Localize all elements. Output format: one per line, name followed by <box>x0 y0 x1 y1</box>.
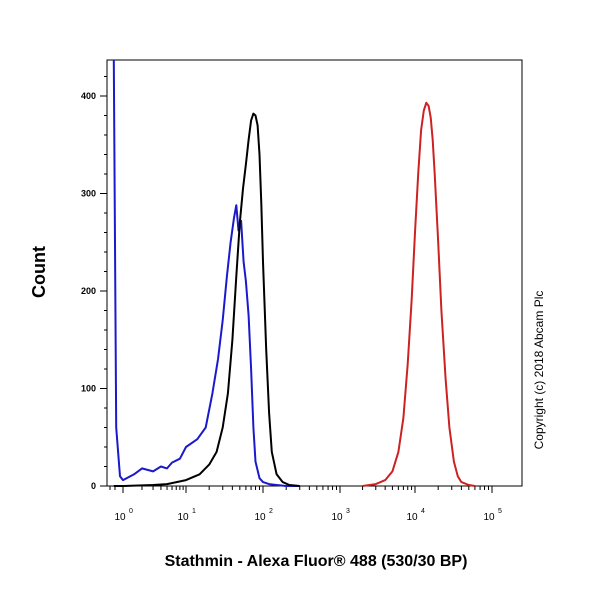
x-tick-label: 10 <box>331 512 343 523</box>
series-line-0 <box>112 59 300 487</box>
x-tick-exponent: 2 <box>269 508 273 515</box>
plot-frame <box>106 59 523 487</box>
x-tick-label: 10 <box>483 512 495 523</box>
y-tick-label: 200 <box>81 286 96 296</box>
x-tick-exponent: 4 <box>421 508 425 515</box>
copyright-notice: Copyright (c) 2018 Abcam Plc <box>532 291 546 450</box>
x-axis-label: Stathmin - Alexa Fluor® 488 (530/30 BP) <box>165 553 468 570</box>
x-tick-label: 10 <box>177 512 189 523</box>
plot-border <box>106 59 523 487</box>
x-tick-label: 10 <box>254 512 266 523</box>
x-tick-label: 10 <box>114 512 126 523</box>
x-tick-exponent: 1 <box>192 508 196 515</box>
series-line-1 <box>113 112 300 487</box>
y-tick-label: 0 <box>91 481 96 491</box>
x-tick-exponent: 5 <box>498 508 502 515</box>
y-tick-label: 300 <box>81 189 96 199</box>
x-tick-label: 10 <box>406 512 418 523</box>
x-tick-exponent: 0 <box>129 508 133 515</box>
series-lines <box>112 59 476 487</box>
y-axis: 0 100 200 300 400 <box>81 76 107 491</box>
x-tick-exponent: 3 <box>346 508 350 515</box>
y-tick-label: 400 <box>81 91 96 101</box>
y-tick-label: 100 <box>81 384 96 394</box>
series-line-2 <box>362 101 476 487</box>
y-axis-label: Count <box>29 246 49 298</box>
